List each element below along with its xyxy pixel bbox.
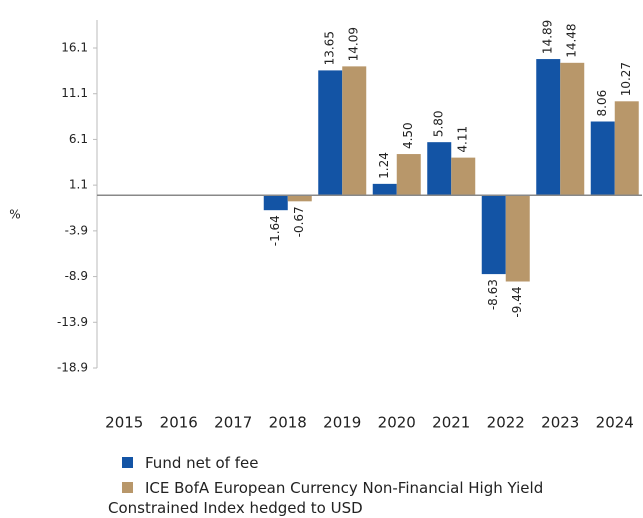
x-tick-label: 2024: [596, 414, 634, 432]
y-tick-label: 6.1: [69, 132, 88, 146]
x-tick-label: 2019: [323, 414, 361, 432]
y-tick-label: 16.1: [61, 41, 88, 55]
y-tick-label: -3.9: [65, 223, 88, 237]
y-tick-label: -13.9: [57, 315, 88, 329]
value-label: 5.80: [432, 110, 446, 137]
value-label: 8.06: [595, 90, 609, 117]
value-label: 14.09: [347, 27, 361, 61]
legend-entry: ICE BofA European Currency Non-Financial…: [108, 478, 578, 518]
y-tick-label: 1.1: [69, 178, 88, 192]
y-tick-label: 11.1: [61, 86, 88, 100]
bar: [263, 195, 288, 211]
bar: [614, 101, 639, 196]
value-label: 4.11: [456, 126, 470, 153]
x-tick-label: 2016: [160, 414, 198, 432]
value-label: 13.65: [323, 31, 337, 65]
value-label: 14.48: [565, 23, 579, 57]
x-tick-label: 2023: [541, 414, 579, 432]
bar: [318, 70, 343, 196]
bar: [427, 142, 452, 196]
bar: [451, 157, 476, 196]
y-tick-label: -8.9: [65, 269, 88, 283]
value-label: -8.63: [486, 279, 500, 310]
legend-swatch: [122, 482, 133, 493]
x-tick-label: 2021: [432, 414, 470, 432]
x-tick-label: 2017: [214, 414, 252, 432]
bar: [342, 66, 367, 196]
x-tick-label: 2018: [269, 414, 307, 432]
value-label: 10.27: [619, 62, 633, 96]
legend-swatch: [122, 457, 133, 468]
value-label: 4.50: [401, 122, 415, 149]
value-label: -0.67: [292, 206, 306, 237]
bar: [372, 183, 397, 196]
x-tick-label: 2022: [487, 414, 525, 432]
bar: [287, 195, 312, 202]
bar: [536, 59, 561, 196]
value-label: -1.64: [268, 215, 282, 246]
bar: [481, 195, 506, 275]
legend-entry: Fund net of fee: [108, 453, 578, 473]
bar: [590, 121, 615, 196]
x-tick-label: 2020: [378, 414, 416, 432]
y-axis-label: %: [9, 208, 20, 222]
legend-label: ICE BofA European Currency Non-Financial…: [108, 479, 544, 517]
value-label: 14.89: [541, 20, 555, 54]
bar: [560, 62, 585, 196]
value-label: -9.44: [510, 287, 524, 318]
value-label: 1.24: [377, 152, 391, 179]
y-tick-label: -18.9: [57, 361, 88, 375]
chart: % -18.9 -13.9 -8.9 -3.9 1.1 6.1 11.1 16.1 2015 20…: [9, 20, 642, 432]
bar: [396, 154, 421, 196]
bar: [505, 195, 530, 282]
x-tick-label: 2015: [105, 414, 143, 432]
legend-label: Fund net of fee: [145, 454, 259, 472]
